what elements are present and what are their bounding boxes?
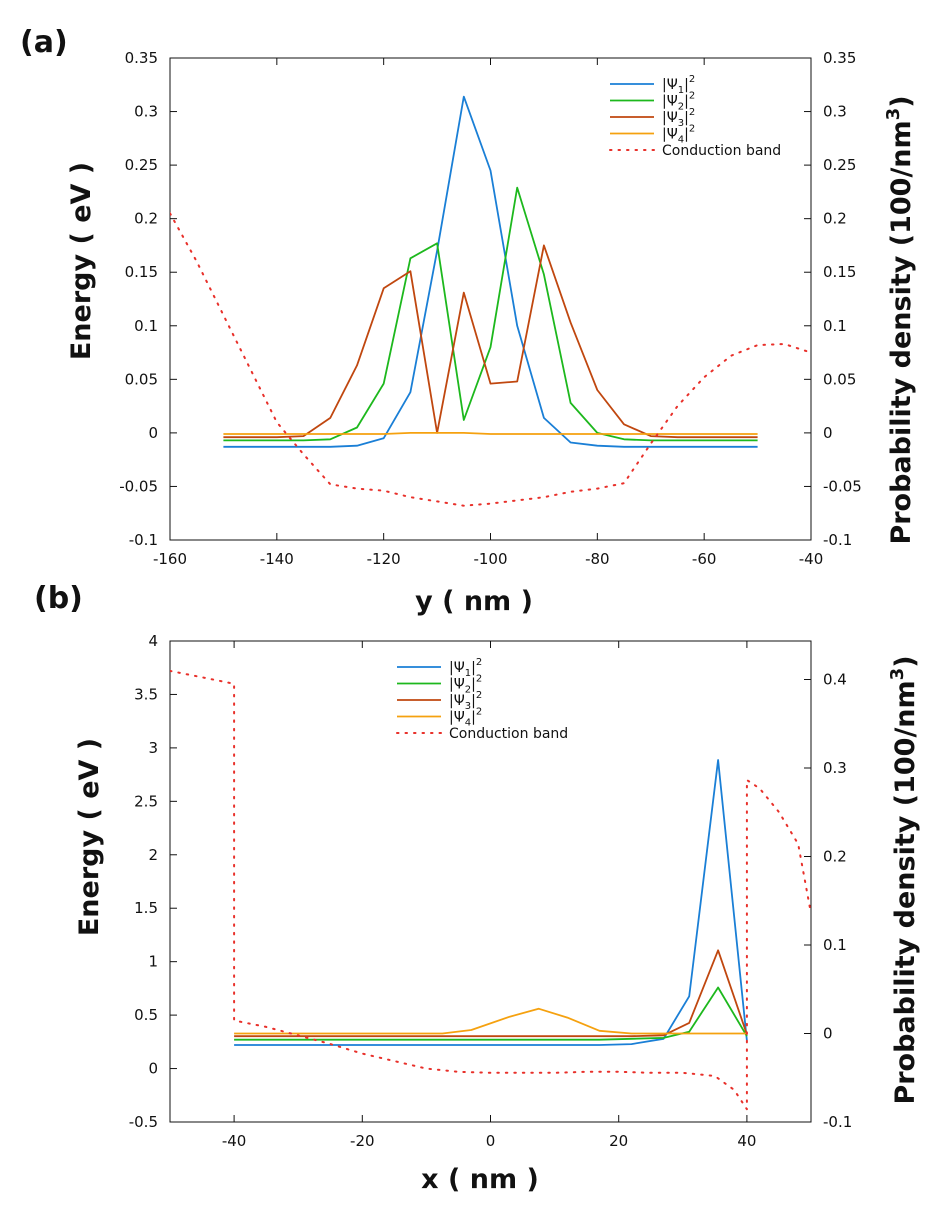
y2-tick-label: 0.2 xyxy=(823,210,847,228)
legend-label: |Ψ4|2 xyxy=(449,707,482,729)
y2-axis-label-main: Probability density (100/nm xyxy=(886,120,917,544)
x-tick-label: -80 xyxy=(585,550,610,568)
series-line-4 xyxy=(223,431,758,435)
y2-tick-label: 0 xyxy=(823,424,833,442)
y2-axis-label-sup: 3 xyxy=(883,108,904,121)
legend-label: Conduction band xyxy=(449,726,568,742)
series-line-3 xyxy=(223,244,758,439)
y2-tick-label: -0.05 xyxy=(823,477,862,495)
y2-axis-label-end: ) xyxy=(886,95,917,107)
y2-tick-label: 0.15 xyxy=(823,263,856,281)
x-tick-label: 20 xyxy=(609,1132,628,1150)
series-line-2 xyxy=(234,986,748,1041)
y-tick-label: 1.5 xyxy=(134,899,158,917)
y-tick-label: 0.5 xyxy=(134,1006,158,1024)
y2-tick-label: 0.05 xyxy=(823,370,856,388)
y-tick-label: 1 xyxy=(148,953,158,971)
legend-label: |Ψ1|2 xyxy=(662,74,695,96)
y2-tick-label: 0.25 xyxy=(823,156,856,174)
plot-frame xyxy=(169,57,812,541)
y2-axis-label-end: ) xyxy=(890,655,921,667)
y2-tick-label: 0.4 xyxy=(823,670,847,688)
panel-label: (a) xyxy=(20,25,68,60)
y2-tick-label: -0.1 xyxy=(823,531,852,549)
legend-label: |Ψ1|2 xyxy=(449,657,482,679)
y2-tick-label: 0.1 xyxy=(823,936,847,954)
x-tick-label: -160 xyxy=(153,550,187,568)
y-tick-label: 0.3 xyxy=(134,103,158,121)
y-tick-label: 2.5 xyxy=(134,792,158,810)
series-line-4 xyxy=(234,1007,747,1035)
y-tick-label: 0 xyxy=(148,424,158,442)
y2-tick-label: 0.35 xyxy=(823,49,856,67)
y-tick-label: -0.1 xyxy=(129,531,158,549)
x-tick-label: -40 xyxy=(222,1132,247,1150)
y-tick-label: -0.5 xyxy=(129,1113,158,1131)
panel-b: (b) -40 -20 0 20 40 -0.5 0 0.5 1 1.5 2 2.5 3 3.5 4 -0.1 0… xyxy=(34,581,921,1195)
y2-tick-label: 0.1 xyxy=(823,317,847,335)
y-tick-label: 2 xyxy=(148,846,158,864)
x-tick-label: -20 xyxy=(350,1132,375,1150)
y2-axis-label: Probability density (100/nm3) xyxy=(887,655,921,1104)
y-tick-label: 0.25 xyxy=(125,156,158,174)
x-tick-label: -60 xyxy=(692,550,717,568)
x-axis-label: y ( nm ) xyxy=(415,586,533,617)
x-tick-label: -100 xyxy=(473,550,507,568)
y2-tick-label: 0.3 xyxy=(823,759,847,777)
y2-tick-label: 0 xyxy=(823,1024,833,1042)
x-tick-label: -140 xyxy=(260,550,294,568)
series-line-3 xyxy=(234,949,748,1038)
series-line-1 xyxy=(223,95,758,448)
legend-label: |Ψ4|2 xyxy=(662,124,695,146)
legend-label: |Ψ2|2 xyxy=(449,674,482,696)
y-tick-label: 0.2 xyxy=(134,210,158,228)
legend-label: |Ψ2|2 xyxy=(662,91,695,113)
y-tick-label: 0.1 xyxy=(134,317,158,335)
series-line-5 xyxy=(170,212,811,507)
y-tick-label: 0.05 xyxy=(125,370,158,388)
legend-label: |Ψ3|2 xyxy=(449,690,482,712)
y-tick-label: 3.5 xyxy=(134,685,158,703)
series-line-1 xyxy=(234,759,748,1046)
x-tick-label: 0 xyxy=(486,1132,496,1150)
y-axis-label: Energy ( eV ) xyxy=(66,162,97,360)
y-tick-label: 3 xyxy=(148,739,158,757)
y2-tick-label: 0.2 xyxy=(823,847,847,865)
y-tick-label: -0.05 xyxy=(119,477,158,495)
y2-tick-label: 0.3 xyxy=(823,103,847,121)
y2-axis-label-main: Probability density (100/nm xyxy=(890,680,921,1104)
x-tick-label: 40 xyxy=(737,1132,756,1150)
x-tick-label: -120 xyxy=(367,550,401,568)
y2-axis-label: Probability density (100/nm3) xyxy=(883,95,917,544)
y-axis-label: Energy ( eV ) xyxy=(74,738,105,936)
y2-tick-label: -0.1 xyxy=(823,1113,852,1131)
legend-label: Conduction band xyxy=(662,143,781,159)
y-tick-label: 0.15 xyxy=(125,263,158,281)
panel-a: (a)-160 -140 -120 -100 -80 -60 -40-0.1-0.0500.… xyxy=(20,25,917,617)
legend-label: |Ψ3|2 xyxy=(662,107,695,129)
series-line-2 xyxy=(223,186,758,442)
y-tick-label: 4 xyxy=(148,632,158,650)
y2-axis-label-sup: 3 xyxy=(887,668,908,681)
y-tick-label: 0.35 xyxy=(125,49,158,67)
x-tick-label: -40 xyxy=(799,550,824,568)
panel-label: (b) xyxy=(34,581,83,616)
y-tick-label: 0 xyxy=(148,1060,158,1078)
plot-frame xyxy=(169,640,812,1123)
x-axis-label: x ( nm ) xyxy=(421,1164,539,1195)
